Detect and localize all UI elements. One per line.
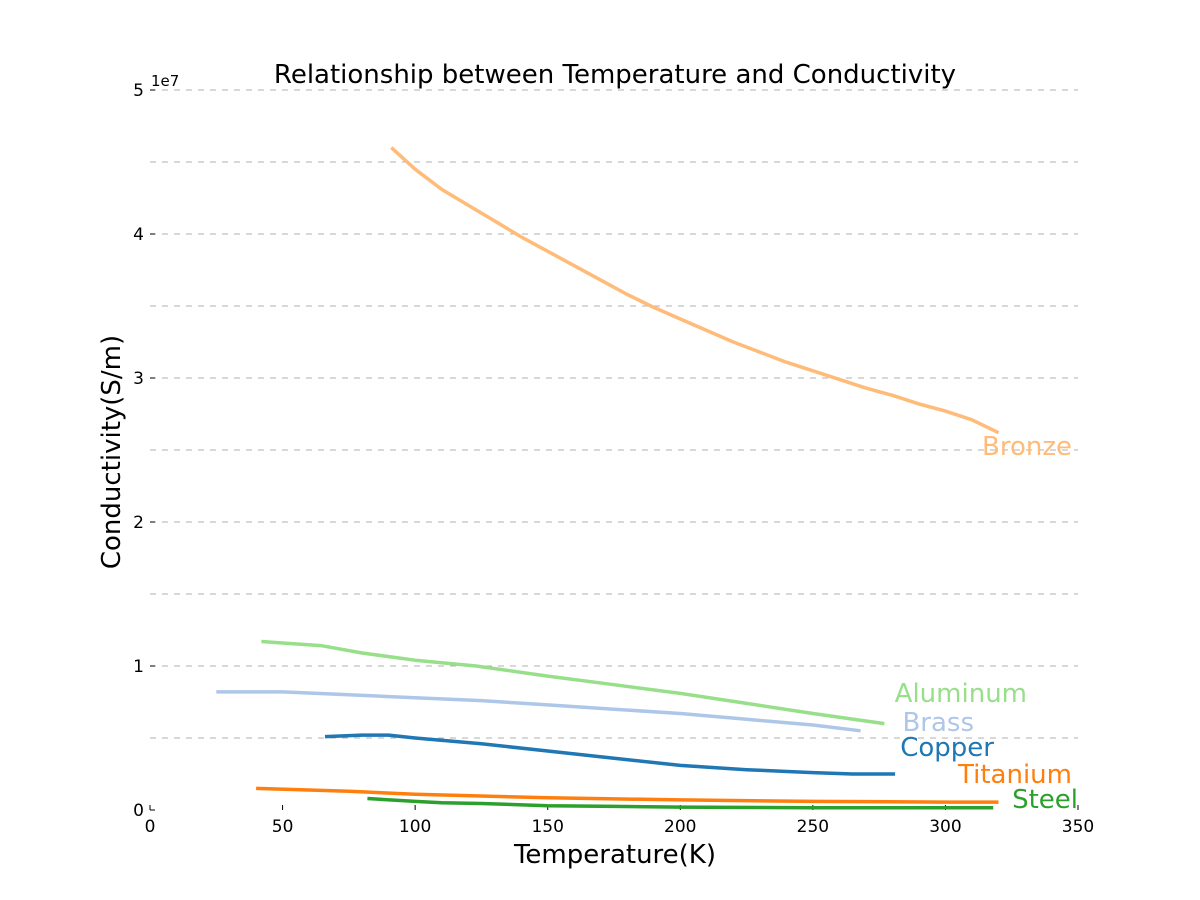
y-tick-label: 4	[133, 225, 144, 245]
series-label-titanium: Titanium	[957, 760, 1072, 790]
y-axis-label: Conductivity(S/m)	[97, 335, 127, 569]
series-lines	[216, 146, 1000, 810]
series-line-steel	[367, 796, 994, 810]
x-tick-label: 0	[145, 817, 156, 837]
y-exponent-label: 1e7	[151, 72, 179, 90]
y-tick-label: 2	[133, 513, 144, 533]
x-tick-label: 250	[797, 817, 829, 837]
series-label-bronze: Bronze	[982, 432, 1072, 462]
series-line-copper	[324, 733, 896, 776]
grid-lines	[150, 89, 1078, 739]
x-tick-label: 200	[664, 817, 696, 837]
axis-ticks: 0 50 100 150 200 250 300 350 0 1 2 3 4 5	[133, 81, 1094, 837]
series-line-aluminum	[261, 639, 885, 726]
x-tick-label: 350	[1062, 817, 1094, 837]
series-line-titanium	[256, 786, 999, 804]
y-tick-label: 0	[133, 801, 144, 821]
x-tick-label: 100	[399, 817, 431, 837]
y-tick-label: 3	[133, 369, 144, 389]
series-label-brass: Brass	[902, 708, 974, 738]
y-tick-label: 1	[133, 657, 144, 677]
series-label-steel: Steel	[1012, 785, 1078, 815]
x-axis-label: Temperature(K)	[513, 840, 716, 870]
series-line-brass	[216, 690, 861, 733]
series-line-bronze	[390, 146, 1000, 435]
series-label-copper: Copper	[900, 733, 994, 763]
x-tick-label: 50	[272, 817, 294, 837]
series-label-aluminum: Aluminum	[895, 679, 1027, 709]
chart-title: Relationship between Temperature and Con…	[274, 60, 956, 90]
x-tick-label: 300	[929, 817, 961, 837]
x-tick-label: 150	[531, 817, 563, 837]
y-tick-label: 5	[133, 81, 144, 101]
